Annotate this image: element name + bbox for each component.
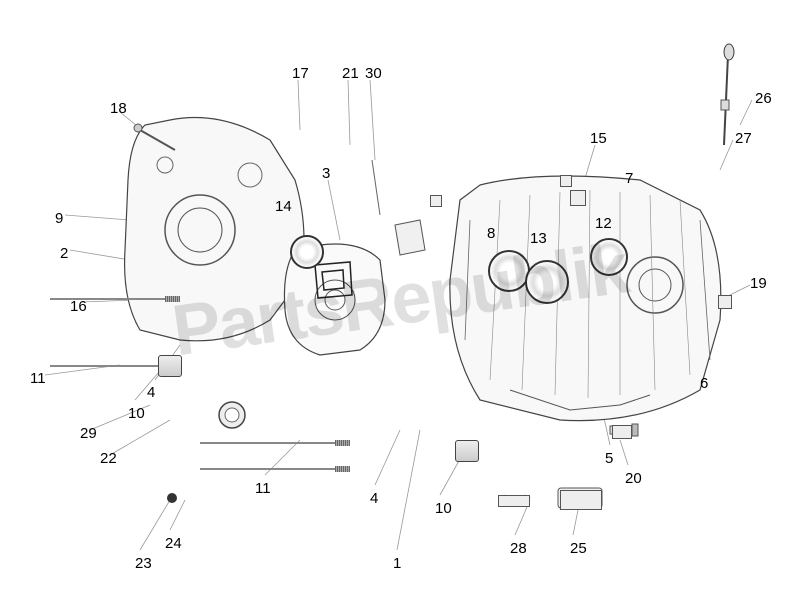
callout-15: 15 <box>590 130 607 147</box>
callout-26: 26 <box>755 90 772 107</box>
callout-10: 10 <box>435 500 452 517</box>
stud <box>200 442 350 444</box>
callout-17: 17 <box>292 65 309 82</box>
callout-27: 27 <box>735 130 752 147</box>
small-part <box>430 195 442 207</box>
stud-thread <box>165 296 180 302</box>
callout-13: 13 <box>530 230 547 247</box>
callout-4: 4 <box>147 384 155 401</box>
bushing <box>455 440 479 462</box>
small-part <box>718 295 732 309</box>
callout-20: 20 <box>625 470 642 487</box>
leader-line <box>620 440 628 465</box>
callout-23: 23 <box>135 555 152 572</box>
callout-16: 16 <box>70 298 87 315</box>
callout-24: 24 <box>165 535 182 552</box>
stud-thread <box>335 466 350 472</box>
leader-line <box>397 430 420 550</box>
callout-3: 3 <box>322 165 330 182</box>
callout-11: 11 <box>255 480 271 497</box>
callout-7: 7 <box>625 170 633 187</box>
leader-line <box>370 80 375 160</box>
callout-4: 4 <box>370 490 378 507</box>
callout-5: 5 <box>605 450 613 467</box>
leader-line <box>328 180 340 240</box>
leader-line <box>70 250 130 260</box>
callout-19: 19 <box>750 275 767 292</box>
leader-line <box>82 300 135 302</box>
bearing <box>290 235 324 269</box>
callout-9: 9 <box>55 210 63 227</box>
small-part <box>570 190 586 206</box>
stud-thread <box>335 440 350 446</box>
callout-21: 21 <box>342 65 359 82</box>
callout-29: 29 <box>80 425 97 442</box>
small-part <box>560 490 602 510</box>
leader-line <box>348 80 350 145</box>
leader-line <box>740 100 752 125</box>
bearing <box>590 238 628 276</box>
small-part <box>612 425 632 439</box>
leader-line <box>65 215 130 220</box>
callout-6: 6 <box>700 375 708 392</box>
callout-11: 11 <box>30 370 46 387</box>
callout-8: 8 <box>487 225 495 242</box>
callout-25: 25 <box>570 540 587 557</box>
callout-1: 1 <box>393 555 401 572</box>
callout-2: 2 <box>60 245 68 262</box>
callout-12: 12 <box>595 215 612 232</box>
callout-30: 30 <box>365 65 382 82</box>
small-part <box>498 495 530 507</box>
leader-line <box>170 500 185 530</box>
callout-14: 14 <box>275 198 292 215</box>
bushing <box>158 355 182 377</box>
callout-28: 28 <box>510 540 527 557</box>
callout-10: 10 <box>128 405 145 422</box>
bearing <box>525 260 569 304</box>
callout-18: 18 <box>110 100 127 117</box>
leader-line <box>110 420 170 455</box>
stud <box>200 468 350 470</box>
leader-line <box>720 140 733 170</box>
bearing <box>488 250 530 292</box>
callout-22: 22 <box>100 450 117 467</box>
leader-line <box>298 80 300 130</box>
small-part <box>560 175 572 187</box>
leader-line <box>375 430 400 485</box>
